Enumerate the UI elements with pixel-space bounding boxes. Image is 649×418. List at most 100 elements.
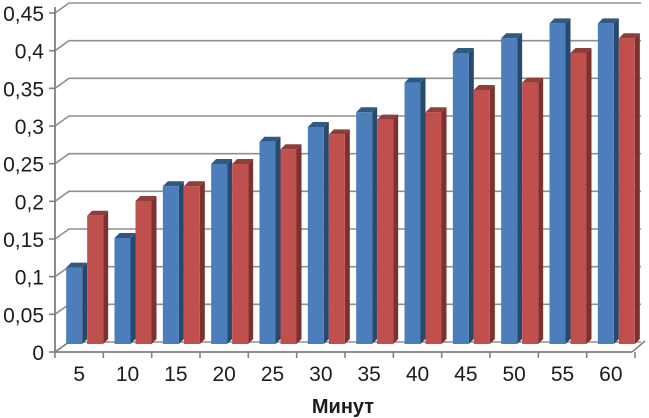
bar-series-red-35 [377, 119, 394, 344]
bar-top-series-red-25 [280, 144, 302, 150]
bars-layer [66, 18, 640, 345]
x-tick-label: 40 [406, 363, 429, 386]
bar-series-blue-55 [549, 23, 566, 345]
tick-labels-layer: 0 0,05 0,1 0,15 0,2 0,25 0,3 0,35 0,4 0,45 5 10 15 20… [3, 3, 622, 386]
bar-side-series-red-40 [441, 107, 447, 344]
bar-top-series-red-50 [522, 77, 544, 83]
x-tick-label: 45 [454, 363, 477, 386]
bar-top-series-red-15 [183, 181, 205, 187]
bar-side-series-blue-50 [517, 33, 523, 344]
bar-top-series-blue-15 [162, 181, 184, 187]
bar-series-red-10 [135, 201, 152, 344]
bar-top-series-blue-35 [356, 107, 378, 113]
bar-side-series-red-5 [103, 210, 109, 344]
bar-series-red-55 [570, 53, 587, 344]
bar-side-series-red-50 [538, 77, 544, 344]
bar-series-red-45 [473, 90, 490, 344]
bar-top-series-blue-45 [452, 48, 474, 53]
bar-series-blue-45 [452, 53, 469, 344]
y-tick-label: 0,2 [15, 191, 44, 214]
bar-top-series-blue-40 [404, 77, 426, 83]
bar-series-blue-15 [162, 186, 179, 344]
x-tick-label: 60 [599, 363, 622, 386]
x-tick-label: 50 [502, 363, 525, 386]
bar-side-series-blue-30 [323, 122, 329, 344]
bar-side-series-red-10 [151, 196, 157, 344]
x-tick-label: 10 [116, 363, 139, 386]
bar-series-red-20 [232, 164, 249, 344]
bar-side-series-red-60 [634, 33, 640, 344]
bar-side-series-blue-40 [420, 77, 426, 344]
grid-line [54, 228, 641, 240]
bar-top-series-red-10 [135, 196, 157, 201]
y-tick-label: 0,15 [3, 229, 44, 252]
bar-series-blue-5 [66, 267, 83, 344]
grid-line [54, 2, 641, 14]
y-tick-label: 0,3 [15, 116, 44, 139]
bar-side-series-blue-15 [178, 181, 184, 344]
bar-top-series-red-40 [425, 107, 447, 113]
gridlines-layer [54, 2, 641, 353]
bar-series-blue-50 [501, 38, 518, 344]
bar-series-blue-40 [404, 82, 421, 344]
bar-side-series-red-15 [199, 181, 205, 344]
grid-line [54, 39, 641, 52]
bar-side-series-red-35 [393, 114, 399, 344]
y-tick-label: 0,25 [3, 154, 44, 177]
grid-line [54, 152, 641, 165]
grid-line [54, 77, 641, 89]
bar-top-series-blue-30 [307, 122, 329, 127]
bar-top-series-red-45 [473, 85, 495, 90]
bar-top-series-red-20 [232, 159, 254, 164]
bar-side-series-blue-45 [468, 48, 474, 344]
bar-top-series-blue-50 [501, 33, 523, 39]
y-tick-label: 0,1 [15, 267, 44, 290]
floor-right-edge [631, 340, 646, 353]
y-tick-label: 0,05 [3, 304, 44, 327]
x-tick-label: 55 [551, 363, 574, 386]
x-axis-title: Минут [312, 396, 374, 418]
y-tick-label: 0,45 [3, 3, 44, 26]
grid-line [54, 115, 641, 127]
x-tick-label: 30 [309, 363, 332, 386]
bar-top-series-blue-5 [66, 262, 88, 268]
bar-series-blue-10 [114, 238, 131, 344]
bar-series-red-40 [425, 112, 442, 344]
x-tick-label: 20 [212, 363, 235, 386]
bar-series-red-50 [522, 82, 539, 344]
bar-top-series-blue-25 [259, 136, 281, 142]
bar-side-series-blue-60 [613, 18, 619, 345]
x-tick-label: 25 [261, 363, 284, 386]
bar-side-series-blue-10 [130, 233, 136, 344]
bar-side-series-red-45 [489, 85, 495, 344]
bar-series-blue-20 [211, 164, 228, 344]
bar-top-series-red-60 [618, 33, 640, 39]
y-tick-label: 0 [32, 342, 44, 365]
bar-top-series-red-30 [328, 129, 350, 135]
bar-side-series-blue-25 [275, 136, 281, 344]
bar-series-blue-60 [597, 23, 614, 345]
bar-side-series-blue-5 [82, 262, 88, 344]
bar-side-series-blue-20 [227, 159, 233, 344]
x-tick-label: 15 [164, 363, 187, 386]
bar-side-series-red-20 [248, 159, 254, 344]
bar-top-series-blue-10 [114, 233, 136, 238]
bar-series-blue-25 [259, 141, 276, 344]
x-tick-label: 35 [357, 363, 380, 386]
bar-series-red-5 [87, 215, 104, 344]
bar-side-series-blue-55 [565, 18, 571, 345]
bar-top-series-blue-60 [597, 18, 619, 24]
y-tick-label: 0,4 [15, 41, 45, 64]
bar-series-blue-35 [356, 112, 373, 344]
bar-top-series-red-35 [377, 114, 399, 120]
bar-series-red-30 [328, 134, 345, 344]
bar-top-series-blue-55 [549, 18, 571, 24]
bar-side-series-red-25 [296, 144, 302, 344]
y-tick-label: 0,35 [3, 78, 44, 101]
bar-series-red-15 [183, 186, 200, 344]
bar-side-series-red-55 [586, 48, 592, 344]
grid-line [54, 190, 641, 202]
bar-top-series-red-55 [570, 48, 592, 53]
